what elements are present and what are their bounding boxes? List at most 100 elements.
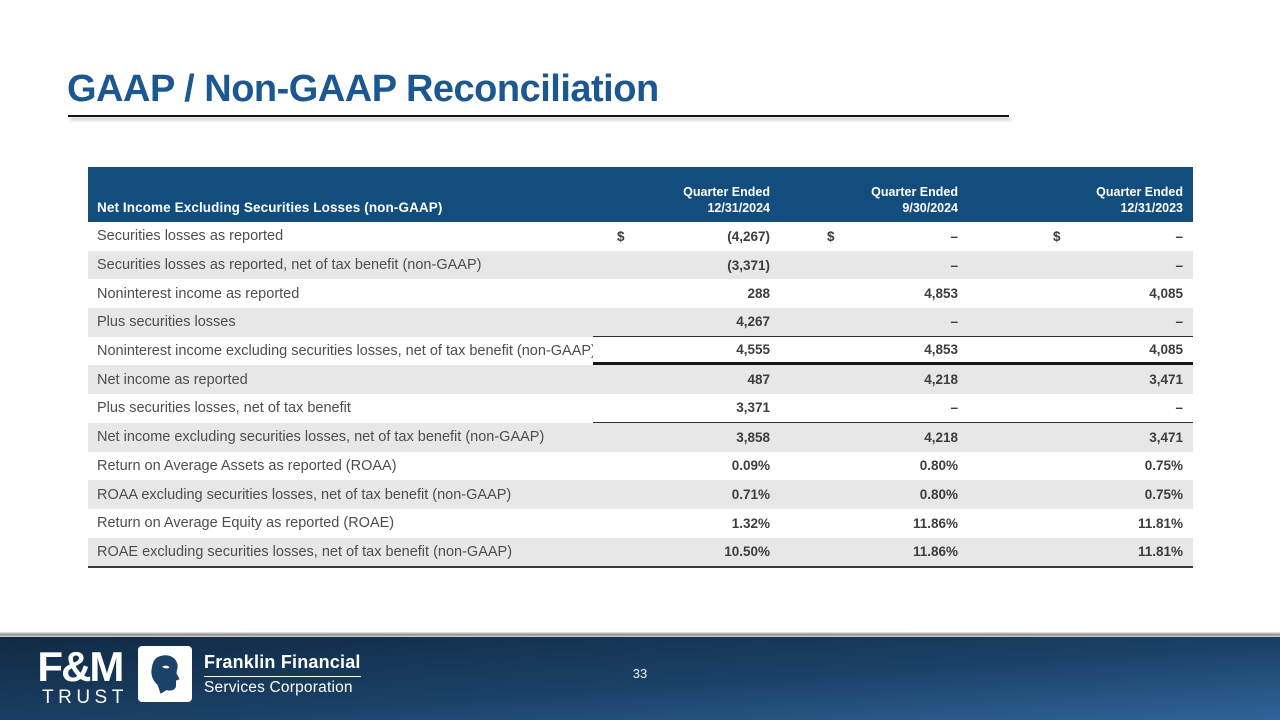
cell-value: $ (4,267): [593, 222, 793, 251]
row-label: Return on Average Assets as reported (RO…: [97, 457, 397, 474]
cell-value: 0.71%: [593, 480, 793, 509]
row-label: Net income excluding securities losses, …: [97, 429, 545, 446]
cell-value: 11.81%: [993, 509, 1193, 538]
column-header-q3-2024: Quarter Ended 9/30/2024: [793, 184, 993, 223]
value-text: 4,555: [736, 342, 770, 358]
page-title: GAAP / Non-GAAP Reconciliation: [67, 68, 659, 110]
table-row: Noninterest income as reported 288 4,853…: [88, 279, 1193, 309]
cell-value: 4,218: [793, 365, 993, 394]
cell-value: –: [793, 251, 993, 280]
value-text: 4,218: [924, 372, 958, 388]
dollar-sign: $: [1053, 228, 1061, 244]
value-text: 3,471: [1149, 372, 1183, 388]
value-text: –: [950, 314, 958, 330]
value-text: 3,471: [1149, 429, 1183, 445]
franklin-subname: Services Corporation: [204, 678, 353, 696]
value-text: –: [950, 257, 958, 273]
table-row: Securities losses as reported $ (4,267) $…: [88, 222, 1193, 251]
page-number: 33: [632, 666, 648, 681]
row-label: Securities losses as reported: [97, 228, 284, 245]
column-header-line1: Quarter Ended: [871, 184, 958, 199]
row-label: Plus securities losses, net of tax benef…: [97, 400, 351, 417]
value-text: –: [1175, 228, 1183, 244]
cell-value: 4,085: [993, 279, 1193, 308]
value-text: 4,853: [924, 342, 958, 358]
title-underline: [68, 115, 1009, 117]
footer-divider-strip: [0, 632, 1280, 637]
cell-value: –: [993, 251, 1193, 280]
value-text: 0.09%: [731, 458, 770, 474]
table-row: Net income excluding securities losses, …: [88, 422, 1193, 452]
value-text: 3,858: [736, 429, 770, 445]
fm-trust-wordmark: F&M: [37, 643, 124, 690]
row-label: ROAA excluding securities losses, net of…: [97, 486, 512, 503]
value-text: –: [950, 228, 958, 244]
value-text: 4,853: [924, 286, 958, 302]
value-text: 487: [747, 372, 770, 388]
cell-value: 4,555: [593, 337, 793, 366]
table-row: ROAE excluding securities losses, net of…: [88, 537, 1193, 567]
row-label: Net income as reported: [97, 371, 248, 388]
cell-value: –: [993, 394, 1193, 423]
table-row: Plus securities losses, net of tax benef…: [88, 394, 1193, 423]
value-text: –: [1175, 257, 1183, 273]
value-text: –: [1175, 400, 1183, 416]
cell-value: 0.75%: [993, 480, 1193, 509]
value-text: 3,371: [736, 400, 770, 416]
column-header-line2: 12/31/2024: [707, 200, 770, 215]
row-label: ROAE excluding securities losses, net of…: [97, 543, 513, 560]
column-header-q4-2023: Quarter Ended 12/31/2023: [993, 184, 1193, 223]
table-row: Net income as reported 487 4,218 3,471: [88, 365, 1193, 395]
franklin-financial-logo: Franklin Financial Services Corporation: [138, 646, 361, 702]
column-header-line1: Quarter Ended: [683, 184, 770, 199]
value-text: 10.50%: [724, 544, 770, 560]
value-text: 11.81%: [1137, 544, 1183, 560]
table-row: Noninterest income excluding securities …: [88, 336, 1193, 366]
cell-value: 4,267: [593, 308, 793, 337]
dollar-sign: $: [827, 228, 835, 244]
cell-value: 0.80%: [793, 452, 993, 481]
value-text: 0.75%: [1144, 458, 1183, 474]
table-row: Plus securities losses 4,267 – –: [88, 308, 1193, 337]
column-header-line2: 12/31/2023: [1120, 200, 1183, 215]
table-row: Return on Average Assets as reported (RO…: [88, 451, 1193, 481]
value-text: 288: [747, 286, 770, 302]
cell-value: 4,853: [793, 337, 993, 366]
cell-value: 11.81%: [993, 538, 1193, 567]
dollar-sign: $: [617, 228, 625, 244]
column-header-q4-2024: Quarter Ended 12/31/2024: [593, 184, 793, 223]
cell-value: 487: [593, 365, 793, 394]
table-header-row: Net Income Excluding Securities Losses (…: [88, 167, 1193, 222]
franklin-wordmark: Franklin Financial Services Corporation: [204, 652, 361, 697]
value-text: 11.81%: [1137, 515, 1183, 531]
franklin-profile-icon: [138, 646, 192, 702]
footer: F&M TRUST Franklin Financial Services Co…: [0, 632, 1280, 720]
cell-value: 4,218: [793, 423, 993, 452]
cell-value: 3,471: [993, 423, 1193, 452]
cell-value: 4,085: [993, 337, 1193, 366]
cell-value: 10.50%: [593, 538, 793, 567]
row-label: Plus securities losses: [97, 314, 236, 331]
cell-value: 1.32%: [593, 509, 793, 538]
row-label: Noninterest income excluding securities …: [97, 343, 593, 360]
cell-value: 3,858: [593, 423, 793, 452]
value-text: (3,371): [727, 257, 770, 273]
cell-value: 3,371: [593, 394, 793, 423]
value-text: 4,085: [1149, 342, 1183, 358]
cell-value: (3,371): [593, 251, 793, 280]
fm-trust-subtext: TRUST: [42, 686, 128, 708]
column-header-line1: Quarter Ended: [1096, 184, 1183, 199]
column-header-line2: 9/30/2024: [902, 200, 958, 215]
table-row: Return on Average Equity as reported (RO…: [88, 508, 1193, 538]
cell-value: 3,471: [993, 365, 1193, 394]
value-text: 0.71%: [731, 487, 770, 503]
value-text: 4,218: [924, 429, 958, 445]
cell-value: 288: [593, 279, 793, 308]
reconciliation-table: Net Income Excluding Securities Losses (…: [88, 167, 1193, 569]
cell-value: $ –: [993, 222, 1193, 251]
value-text: 0.80%: [919, 458, 958, 474]
fm-trust-logo: F&M TRUST: [32, 643, 128, 709]
cell-value: –: [793, 394, 993, 423]
table-header-label: Net Income Excluding Securities Losses (…: [97, 200, 443, 215]
